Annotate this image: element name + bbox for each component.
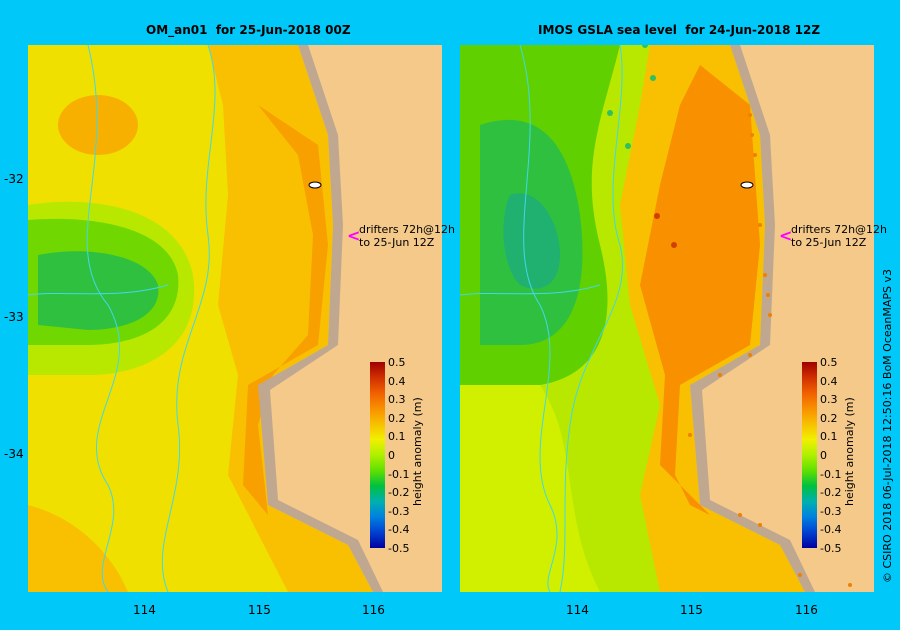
lat-tick-32: -32 <box>4 172 24 186</box>
colorbar-left-tick: -0.3 <box>388 504 410 518</box>
colorbar-left-tick: -0.2 <box>388 486 410 500</box>
lon-tick-115-right: 115 <box>680 603 703 617</box>
colorbar-right-tick: 0.5 <box>820 356 838 369</box>
colorbar-left-tick: 0 <box>388 449 395 462</box>
lon-tick-114-left: 114 <box>133 603 156 617</box>
drifter-note-right: drifters 72h@12h to 25-Jun 12Z <box>791 223 888 249</box>
colorbar-right-tick: 0.2 <box>820 411 838 425</box>
left-map <box>28 45 442 592</box>
left-panel-title: OM_an01 for 25-Jun-2018 00Z <box>146 23 351 37</box>
colorbar-right-tick: 0.3 <box>820 393 838 407</box>
lon-tick-114-right: 114 <box>566 603 589 617</box>
colorbar-left-tick: -0.5 <box>388 542 410 555</box>
colorbar-right-tick: 0.4 <box>820 374 838 388</box>
colorbar-left-tick: 0.2 <box>388 411 406 425</box>
colorbar-right-tick: -0.3 <box>820 504 842 518</box>
colorbar-left-tick: -0.1 <box>388 467 410 481</box>
colorbar-left-tick: -0.4 <box>388 523 410 537</box>
colorbar-right-tick: 0 <box>820 449 827 462</box>
colorbar-right-tick: -0.2 <box>820 486 842 500</box>
right-panel-title: IMOS GSLA sea level for 24-Jun-2018 12Z <box>538 23 821 37</box>
colorbar-label-left: height anomaly (m) <box>411 397 424 506</box>
colorbar-left-tick: 0.3 <box>388 393 406 407</box>
colorbar-left-tick: 0.4 <box>388 374 406 388</box>
colorbar-left-tick: 0.1 <box>388 430 406 444</box>
lat-tick-33: -33 <box>4 310 24 324</box>
drifter-arrow-left: < <box>347 226 361 245</box>
drifter-arrow-right: < <box>779 226 793 245</box>
colorbar-left-tick: 0.5 <box>388 356 406 369</box>
drifter-note-left: drifters 72h@12h to 25-Jun 12Z <box>359 223 456 249</box>
colorbar-right-tick: 0.1 <box>820 430 838 444</box>
colorbar-left <box>370 362 385 548</box>
lon-tick-116-left: 116 <box>362 603 385 617</box>
colorbar-right-tick: -0.4 <box>820 523 842 537</box>
colorbar-label-right: height anomaly (m) <box>843 397 856 506</box>
credit-text: © CSIRO 2018 06-Jul-2018 12:50:16 BoM Oc… <box>881 269 894 583</box>
colorbar-right-tick: -0.1 <box>820 467 842 481</box>
lon-tick-115-left: 115 <box>248 603 271 617</box>
lat-tick-34: -34 <box>4 447 24 461</box>
colorbar-right-tick: -0.5 <box>820 542 842 555</box>
lon-tick-116-right: 116 <box>795 603 818 617</box>
colorbar-right <box>802 362 817 548</box>
